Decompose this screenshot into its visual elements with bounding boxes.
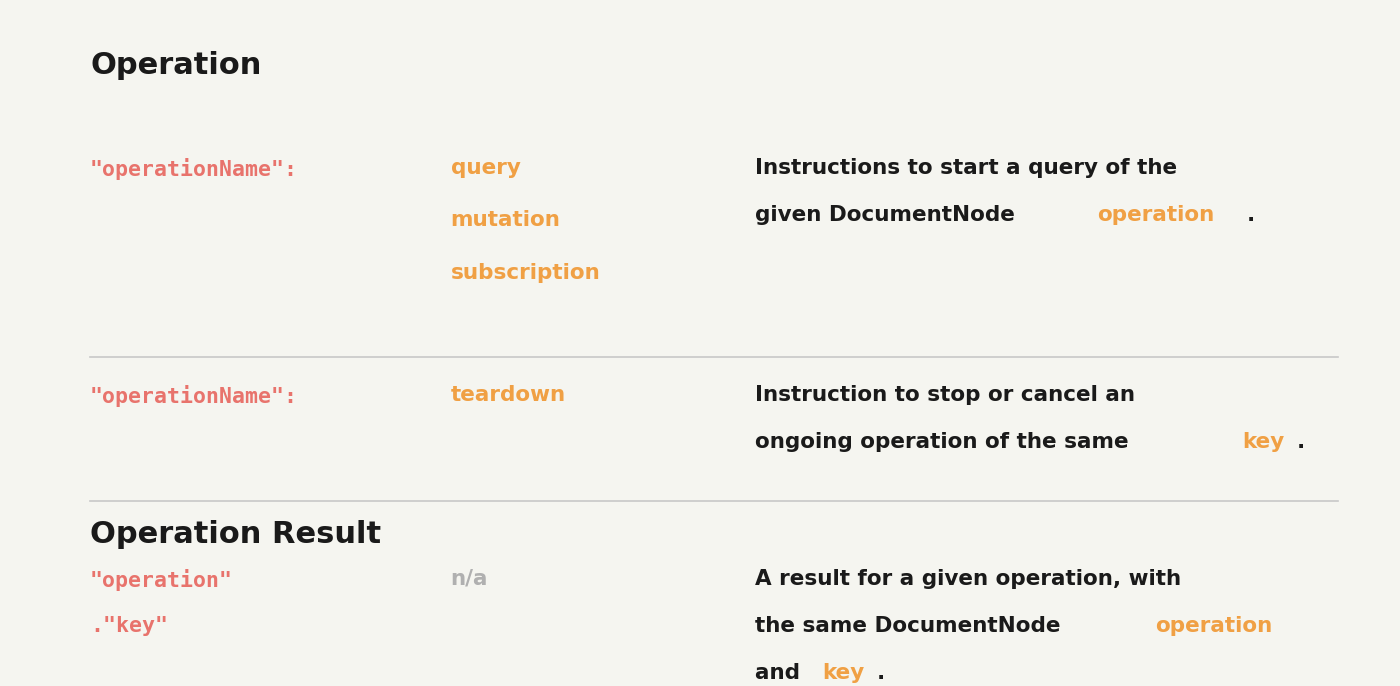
Text: Instructions to start a query of the: Instructions to start a query of the	[756, 158, 1177, 178]
Text: "operationName":: "operationName":	[90, 385, 298, 407]
Text: Instruction to stop or cancel an: Instruction to stop or cancel an	[756, 385, 1135, 405]
Text: "operationName":: "operationName":	[90, 158, 298, 180]
Text: .: .	[876, 663, 885, 683]
Text: key: key	[823, 663, 865, 683]
Text: A result for a given operation, with: A result for a given operation, with	[756, 569, 1182, 589]
Text: and: and	[756, 663, 808, 683]
Text: given DocumentNode: given DocumentNode	[756, 205, 1023, 226]
Text: query: query	[451, 158, 521, 178]
Text: teardown: teardown	[451, 385, 566, 405]
Text: .: .	[1296, 432, 1305, 452]
Text: Operation: Operation	[90, 51, 262, 80]
Text: key: key	[1242, 432, 1285, 452]
Text: operation: operation	[1155, 616, 1273, 636]
Text: "operation": "operation"	[90, 569, 234, 591]
Text: the same DocumentNode: the same DocumentNode	[756, 616, 1068, 636]
Text: Operation Result: Operation Result	[90, 521, 381, 549]
Text: ongoing operation of the same: ongoing operation of the same	[756, 432, 1137, 452]
Text: ."key": ."key"	[90, 616, 168, 636]
Text: n/a: n/a	[451, 569, 489, 589]
Text: mutation: mutation	[451, 211, 560, 230]
Text: operation: operation	[1098, 205, 1214, 226]
Text: .: .	[1247, 205, 1254, 226]
Text: subscription: subscription	[451, 263, 601, 283]
